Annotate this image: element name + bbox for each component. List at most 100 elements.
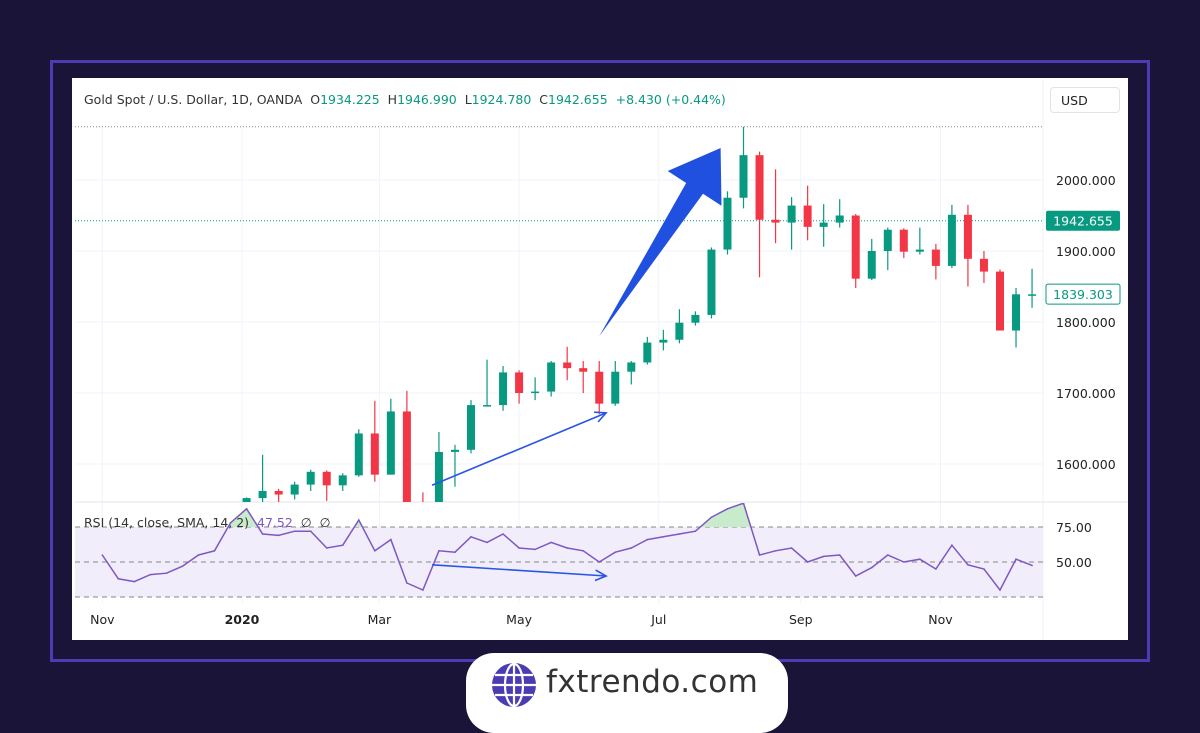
candle bbox=[771, 169, 780, 244]
candle-body bbox=[258, 490, 267, 499]
candle-body bbox=[659, 339, 668, 343]
chart-svg[interactable]: 2000.000 1900.000 1800.000 1700.000 1600.000… bbox=[0, 0, 1200, 717]
candle bbox=[290, 481, 299, 500]
candle bbox=[835, 199, 844, 228]
candle bbox=[547, 361, 556, 397]
rsi-point bbox=[229, 522, 232, 524]
change-value: +8.430 (+0.44%) bbox=[615, 92, 726, 107]
candle bbox=[643, 336, 652, 365]
candle bbox=[450, 444, 459, 487]
price-trend-arrow-line bbox=[431, 412, 607, 487]
rsi-point bbox=[357, 519, 360, 521]
rsi-point bbox=[470, 536, 472, 538]
candle bbox=[995, 269, 1004, 331]
rsi-point bbox=[870, 566, 873, 569]
candle-body bbox=[290, 484, 299, 495]
candle-body bbox=[819, 222, 828, 227]
rsi-point bbox=[774, 550, 777, 552]
candle-body bbox=[883, 229, 892, 251]
candle bbox=[947, 204, 956, 269]
rsi-tick-label: 75.00 bbox=[1056, 520, 1092, 535]
candle bbox=[707, 247, 716, 319]
rsi-point bbox=[101, 554, 104, 556]
rsi-point bbox=[935, 568, 937, 570]
price-tick-label: 2000.000 bbox=[1056, 173, 1116, 188]
rsi-point bbox=[758, 554, 761, 556]
rsi-point bbox=[838, 554, 841, 556]
brand-name[interactable]: fxtrendo.com bbox=[546, 664, 759, 700]
candle-body bbox=[370, 433, 379, 475]
candle-body bbox=[1028, 294, 1037, 296]
candle-body bbox=[338, 475, 347, 486]
candle-body bbox=[386, 411, 395, 475]
rsi-point bbox=[550, 541, 552, 544]
candle bbox=[979, 251, 988, 283]
rsi-value: 47.52 bbox=[257, 515, 293, 530]
time-tick-label: Mar bbox=[368, 612, 392, 627]
time-tick-label: May bbox=[506, 612, 532, 627]
candle-body bbox=[563, 362, 572, 369]
candle bbox=[434, 432, 443, 502]
price-tick-label: 1700.000 bbox=[1056, 386, 1116, 401]
rsi-point bbox=[694, 530, 697, 532]
rsi-tick-label: 50.00 bbox=[1056, 555, 1092, 570]
candle-body bbox=[803, 205, 812, 227]
candle-body bbox=[354, 433, 363, 476]
candle bbox=[851, 214, 860, 288]
rsi-point bbox=[678, 533, 681, 535]
candle-body bbox=[931, 249, 940, 266]
rsi-point bbox=[390, 538, 392, 541]
candle-body bbox=[707, 249, 716, 315]
candle-body bbox=[402, 411, 411, 502]
rsi-title[interactable]: RSI (14, close, SMA, 14, 2) bbox=[84, 515, 250, 530]
rsi-point bbox=[133, 580, 136, 583]
rsi-point bbox=[502, 533, 504, 535]
candle bbox=[467, 400, 475, 454]
rsi-point bbox=[614, 551, 617, 553]
symbol-title[interactable]: Gold Spot / U.S. Dollar, 1D, OANDA bbox=[84, 92, 303, 107]
candle bbox=[563, 346, 572, 381]
rsi-point bbox=[309, 530, 312, 532]
candle-body bbox=[274, 490, 283, 495]
candle-body bbox=[531, 391, 540, 394]
rsi-point bbox=[726, 508, 729, 510]
candles bbox=[242, 126, 1037, 502]
price-trend-arrow-head bbox=[594, 411, 608, 423]
rsi-point bbox=[790, 547, 793, 549]
rsi-point bbox=[710, 516, 713, 518]
high-label: H bbox=[387, 92, 398, 107]
candle-body bbox=[643, 342, 652, 363]
price-tick-label: 1900.000 bbox=[1056, 244, 1116, 259]
candle-body bbox=[771, 219, 780, 223]
symbol-legend: Gold Spot / U.S. Dollar, 1D, OANDA O1934… bbox=[84, 92, 726, 107]
low-label: L bbox=[464, 92, 472, 107]
candle bbox=[354, 429, 363, 477]
candle bbox=[627, 361, 636, 385]
candle bbox=[322, 470, 331, 501]
candle bbox=[499, 366, 508, 411]
rsi-point bbox=[854, 575, 857, 577]
time-tick-label: Nov bbox=[928, 612, 953, 627]
candle-body bbox=[915, 249, 924, 252]
time-tick-label: Sep bbox=[789, 612, 813, 627]
candle-body bbox=[450, 449, 459, 452]
candle-body bbox=[483, 405, 492, 407]
rsi-point bbox=[374, 550, 376, 552]
candle bbox=[931, 243, 940, 280]
rsi-point bbox=[903, 561, 905, 563]
price-tick-label: 1600.000 bbox=[1056, 457, 1116, 472]
rsi-point bbox=[213, 550, 216, 552]
rsi-point bbox=[181, 565, 184, 567]
candle-body bbox=[835, 215, 844, 223]
candle-body bbox=[867, 251, 876, 279]
rsi-point bbox=[277, 534, 280, 537]
currency-button[interactable]: USD bbox=[1050, 87, 1120, 113]
rsi-point bbox=[518, 547, 520, 549]
candle bbox=[338, 473, 347, 491]
current-price-label: 1942.655 bbox=[1053, 214, 1113, 229]
candle-body bbox=[515, 372, 524, 393]
candle bbox=[1028, 268, 1037, 308]
candle bbox=[915, 227, 924, 255]
rsi-point bbox=[662, 536, 665, 538]
candle-body bbox=[755, 155, 764, 220]
